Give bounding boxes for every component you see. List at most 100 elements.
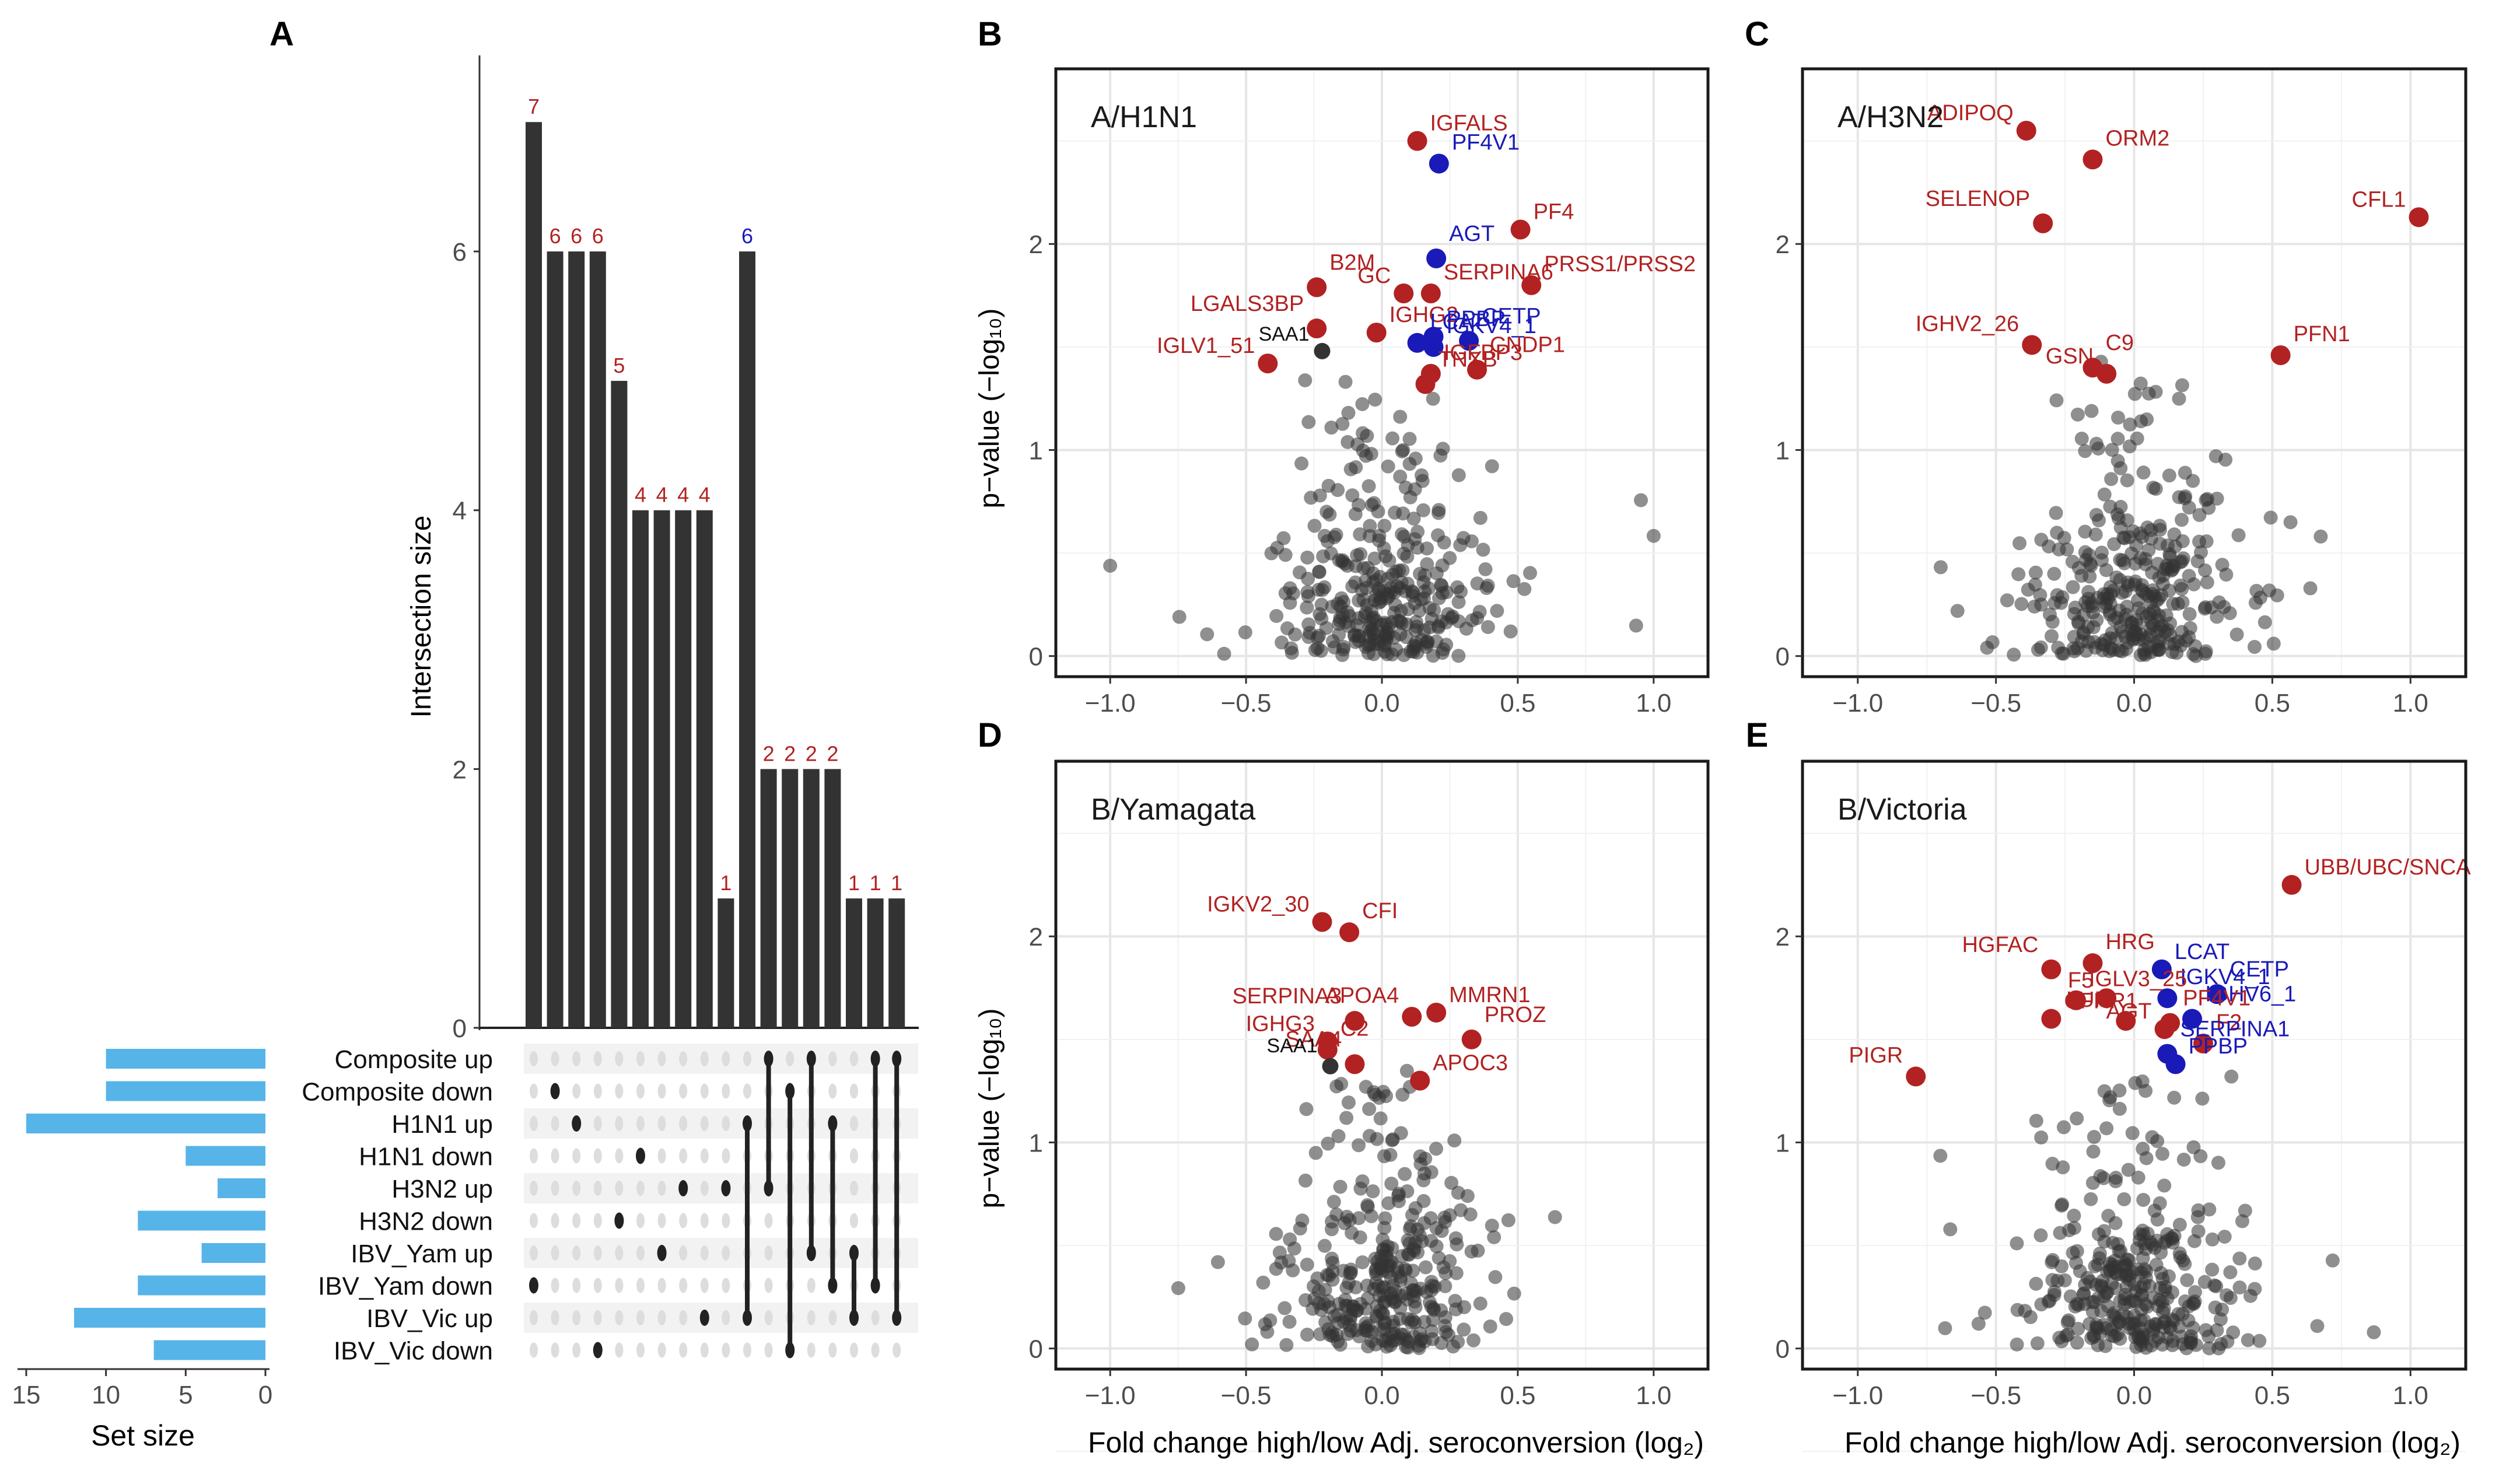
data-point-unlabeled [1373, 1111, 1388, 1126]
data-point-unlabeled [1376, 1084, 1391, 1099]
data-point-unlabeled [1238, 1311, 1252, 1326]
matrix-dot-empty [850, 1148, 858, 1164]
point-label: IGLV1_51 [1157, 334, 1255, 358]
data-point-unlabeled [1388, 505, 1402, 520]
intersection-bar [611, 380, 628, 1028]
data-point-unlabeled [1339, 1280, 1354, 1295]
point-label: F2 [2216, 1010, 2242, 1035]
data-point-mmrn1 [1426, 1002, 1447, 1023]
data-point-cfl1 [2409, 207, 2429, 228]
data-point-unlabeled [1303, 625, 1317, 640]
data-point-unlabeled [2155, 1305, 2170, 1320]
matrix-dot-empty [764, 1310, 773, 1325]
data-point-unlabeled [1361, 638, 1376, 653]
matrix-dot-filled [699, 1310, 709, 1326]
set-label: IBV_Yam down [318, 1272, 493, 1301]
data-point-unlabeled [1408, 1236, 1423, 1250]
matrix-dot-empty [850, 1213, 858, 1228]
data-point-unlabeled [2083, 1274, 2098, 1289]
data-point-unlabeled [1490, 604, 1504, 618]
data-point-unlabeled [2178, 491, 2192, 506]
point-label: SAA4 [1285, 1027, 1342, 1052]
set-label: H3N2 down [359, 1208, 493, 1236]
data-point-unlabeled [1449, 1266, 1464, 1280]
data-point-unlabeled [2087, 1130, 2101, 1144]
data-point-unlabeled [2042, 1293, 2057, 1308]
matrix-dot-empty [530, 1116, 538, 1131]
data-point-unlabeled [2071, 1322, 2085, 1336]
data-point-unlabeled [2178, 466, 2192, 480]
set-size-bar [201, 1243, 265, 1263]
data-point-unlabeled [2226, 1325, 2241, 1340]
data-point-unlabeled [1438, 1310, 1452, 1325]
matrix-dot-empty [657, 1342, 666, 1358]
matrix-dot-empty [572, 1213, 581, 1228]
matrix-dot-empty [593, 1148, 602, 1164]
data-point-unlabeled [1359, 449, 1373, 463]
data-point-unlabeled [2241, 1333, 2255, 1348]
matrix-dot-empty [700, 1342, 709, 1358]
data-point-unlabeled [2175, 513, 2189, 527]
data-point-unlabeled [1376, 1243, 1391, 1258]
data-point-unlabeled [1391, 614, 1405, 628]
data-point-igkv4-1 [2157, 988, 2178, 1009]
data-point-unlabeled [2097, 1234, 2112, 1249]
data-point-unlabeled [2148, 384, 2163, 399]
intersection-bar-label: 1 [848, 871, 860, 895]
data-point-orm2 [2082, 149, 2103, 170]
data-point-unlabeled [2238, 1203, 2252, 1218]
data-point-unlabeled [2112, 1101, 2127, 1116]
data-point-unlabeled [2167, 559, 2182, 573]
set-label: IBV_Vic up [366, 1304, 493, 1333]
matrix-dot-filled [785, 1342, 795, 1359]
matrix-dot-empty [679, 1245, 688, 1261]
data-point-unlabeled [2325, 1253, 2340, 1268]
point-label: IGKV2_30 [1207, 892, 1309, 917]
y-tick-label: 0 [1776, 1335, 1790, 1364]
data-point-unlabeled [1336, 642, 1350, 657]
matrix-dot-empty [679, 1342, 688, 1358]
data-point-unlabeled [1473, 1296, 1488, 1311]
data-point-unlabeled [1416, 503, 1430, 517]
intersection-tick-label: 0 [453, 1014, 467, 1043]
data-point-unlabeled [1308, 1146, 1323, 1160]
point-label: CFI [1362, 899, 1398, 923]
data-point-unlabeled [1447, 1133, 1462, 1148]
data-point-unlabeled [2076, 1287, 2091, 1301]
matrix-dot-empty [593, 1051, 602, 1066]
data-point-unlabeled [2235, 1214, 2249, 1228]
set-size-bar [218, 1178, 265, 1198]
data-point-unlabeled [1264, 546, 1279, 561]
data-point-unlabeled [2200, 492, 2215, 506]
data-point-unlabeled [1367, 1282, 1381, 1296]
data-point-unlabeled [2034, 1228, 2048, 1242]
y-tick-label: 1 [1776, 436, 1790, 465]
data-point-unlabeled [2146, 481, 2161, 495]
matrix-dot-empty [722, 1278, 730, 1293]
data-point-unlabeled [2097, 1224, 2112, 1238]
data-point-unlabeled [2097, 487, 2112, 502]
point-label: UBB/UBC/SNCA [2305, 855, 2472, 880]
matrix-dot-empty [636, 1278, 645, 1293]
matrix-dot-empty [722, 1213, 730, 1228]
data-point-unlabeled [1385, 1278, 1400, 1293]
matrix-dot-empty [530, 1310, 538, 1325]
matrix-dot-empty [722, 1342, 730, 1358]
data-point-unlabeled [2175, 378, 2189, 393]
matrix-dot-empty [679, 1310, 688, 1325]
matrix-dot-empty [871, 1342, 880, 1358]
intersection-bars [526, 122, 905, 1028]
point-label: CETP [2230, 957, 2289, 982]
matrix-dot-empty [679, 1278, 688, 1293]
matrix-dot-empty [657, 1310, 666, 1325]
data-point-unlabeled [1368, 393, 1382, 407]
data-point-cndp1 [1467, 359, 1488, 380]
data-point-unlabeled [2134, 1332, 2148, 1347]
data-point-unlabeled [2155, 1147, 2169, 1161]
matrix-dot-filled [870, 1277, 880, 1294]
matrix-dot-filled [636, 1147, 645, 1164]
data-point-unlabeled [1366, 566, 1380, 580]
matrix-dot-filled [764, 1051, 774, 1067]
data-point-unlabeled [1451, 595, 1466, 610]
x-tick-label: 0.0 [1364, 1381, 1399, 1410]
